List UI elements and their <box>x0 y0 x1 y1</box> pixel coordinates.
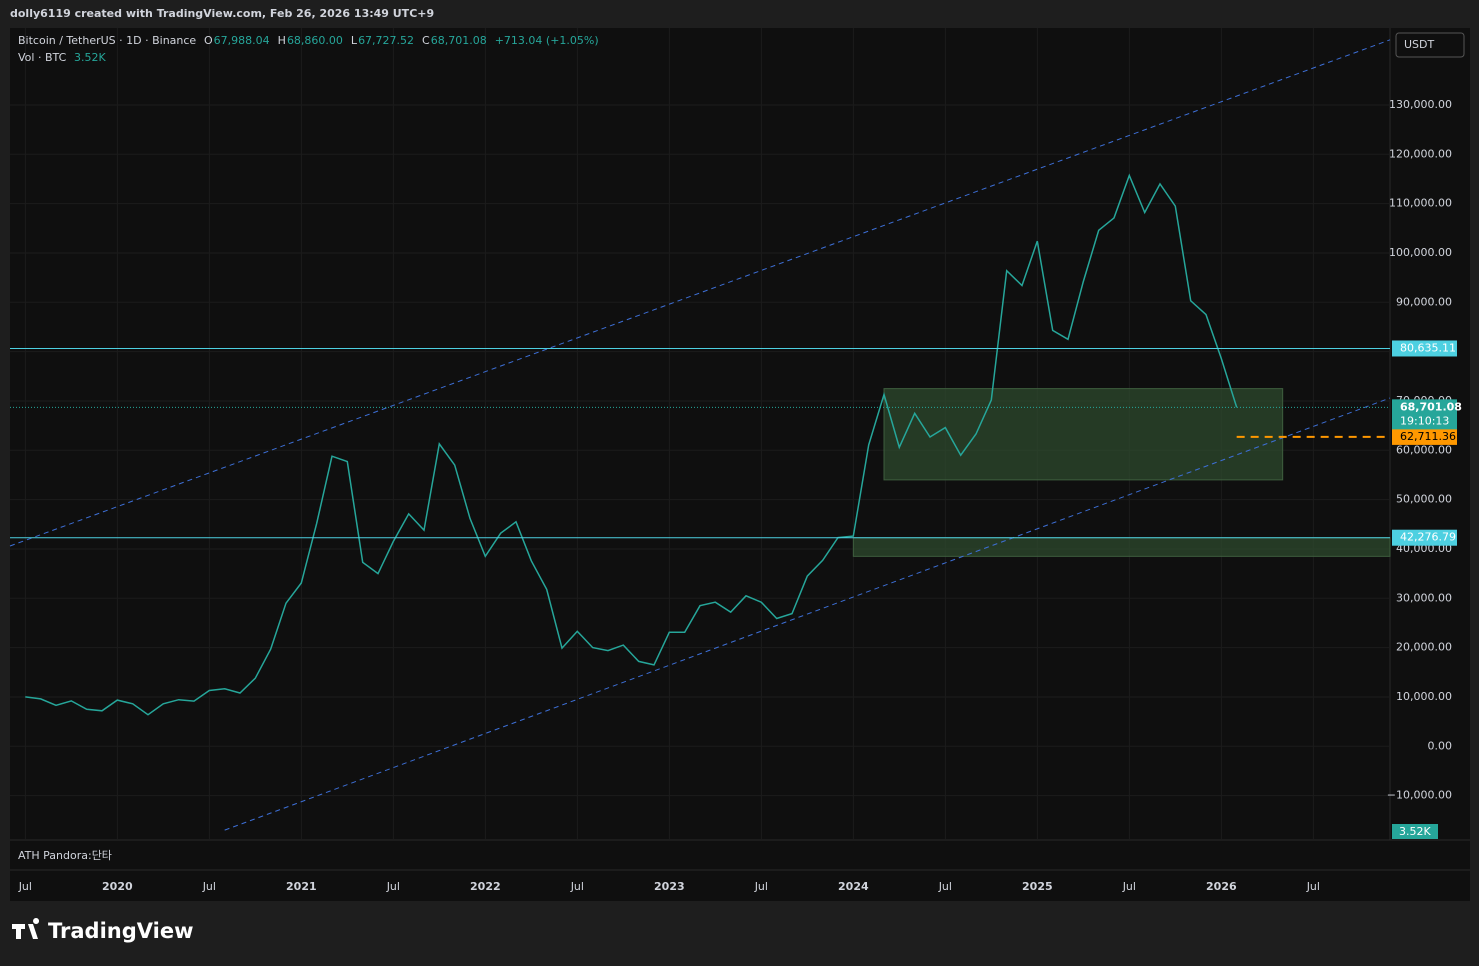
y-tick-label: 120,000.00 <box>1389 147 1452 160</box>
price-badge <box>1392 428 1457 445</box>
price-badge <box>1392 529 1457 546</box>
y-tick-label: 50,000.00 <box>1396 493 1452 506</box>
change: +713.04 (+1.05%) <box>495 34 599 47</box>
x-tick-label: 2026 <box>1206 880 1237 893</box>
countdown: 19:10:13 <box>1400 414 1449 427</box>
ohlc-value: 67,727.52 <box>358 34 414 47</box>
y-tick-label: −10,000.00 <box>1387 789 1452 802</box>
labels: −10,000.00 0.00 10,000.00 20,000.00 30,000.0… <box>18 98 1462 893</box>
x-tick-label: 2025 <box>1022 880 1053 893</box>
ohlc-value: 67,988.04 <box>214 34 270 47</box>
channel-line <box>224 397 1391 831</box>
volume-label: Vol · BTC <box>18 51 67 64</box>
brand-logo <box>12 918 40 939</box>
x-tick-label: Jul <box>18 880 32 893</box>
price-line <box>25 173 1238 716</box>
x-tick-label: Jul <box>1122 880 1136 893</box>
author-line: dolly6119 created with TradingView.com, … <box>10 7 434 20</box>
y-tick-label: 20,000.00 <box>1396 641 1452 654</box>
x-tick-label: Jul <box>754 880 768 893</box>
currency-button[interactable] <box>1395 32 1465 58</box>
volume-value: 3.52K <box>74 51 106 64</box>
symbol-title: Bitcoin / TetherUS · 1D · Binance <box>18 34 196 47</box>
y-tick-label: 110,000.00 <box>1389 197 1452 210</box>
ohlc-value: 68,860.00 <box>287 34 343 47</box>
x-tick-label: 2023 <box>654 880 685 893</box>
price-badge-text: 62,711.36 <box>1400 430 1456 443</box>
price-badge-text: 80,635.11 <box>1400 341 1456 354</box>
zone <box>852 537 1391 557</box>
x-tick-label: Jul <box>386 880 400 893</box>
y-tick-label: 60,000.00 <box>1396 443 1452 456</box>
last-price-text: 68,701.08 <box>1400 400 1462 413</box>
volume-badge <box>1392 824 1438 839</box>
x-tick-label: 2024 <box>838 880 869 893</box>
x-tick-label: Jul <box>1306 880 1320 893</box>
channel-line <box>9 39 1391 547</box>
indicator-name: ATH Pandora:단타 <box>18 849 112 862</box>
x-tick-label: Jul <box>938 880 952 893</box>
y-tick-label: 10,000.00 <box>1396 690 1452 703</box>
y-tick-label: 90,000.00 <box>1396 295 1452 308</box>
ohlc-key: H <box>278 34 286 47</box>
x-tick-label: Jul <box>570 880 584 893</box>
grid <box>10 28 1390 840</box>
brand: TradingView <box>48 919 193 943</box>
price-badge <box>1392 340 1457 357</box>
last-price-badge <box>1392 399 1457 430</box>
zone <box>883 388 1284 481</box>
x-tick-label: 2022 <box>470 880 501 893</box>
volume-badge-text: 3.52K <box>1399 825 1431 838</box>
x-tick-label: 2021 <box>286 880 317 893</box>
x-tick-label: Jul <box>202 880 216 893</box>
ohlc-value: 68,701.08 <box>431 34 487 47</box>
y-tick-label: 130,000.00 <box>1389 98 1452 111</box>
y-tick-label: 0.00 <box>1428 739 1453 752</box>
x-tick-label: 2020 <box>102 880 133 893</box>
currency[interactable]: USDT <box>1404 38 1435 51</box>
marks <box>9 39 1391 831</box>
y-tick-label: 100,000.00 <box>1389 246 1452 259</box>
y-tick-label: 30,000.00 <box>1396 591 1452 604</box>
ohlc-key: O <box>204 34 213 47</box>
ohlc-key: C <box>422 34 430 47</box>
ohlc-key: L <box>351 34 358 47</box>
price-badge-text: 42,276.79 <box>1400 531 1456 544</box>
